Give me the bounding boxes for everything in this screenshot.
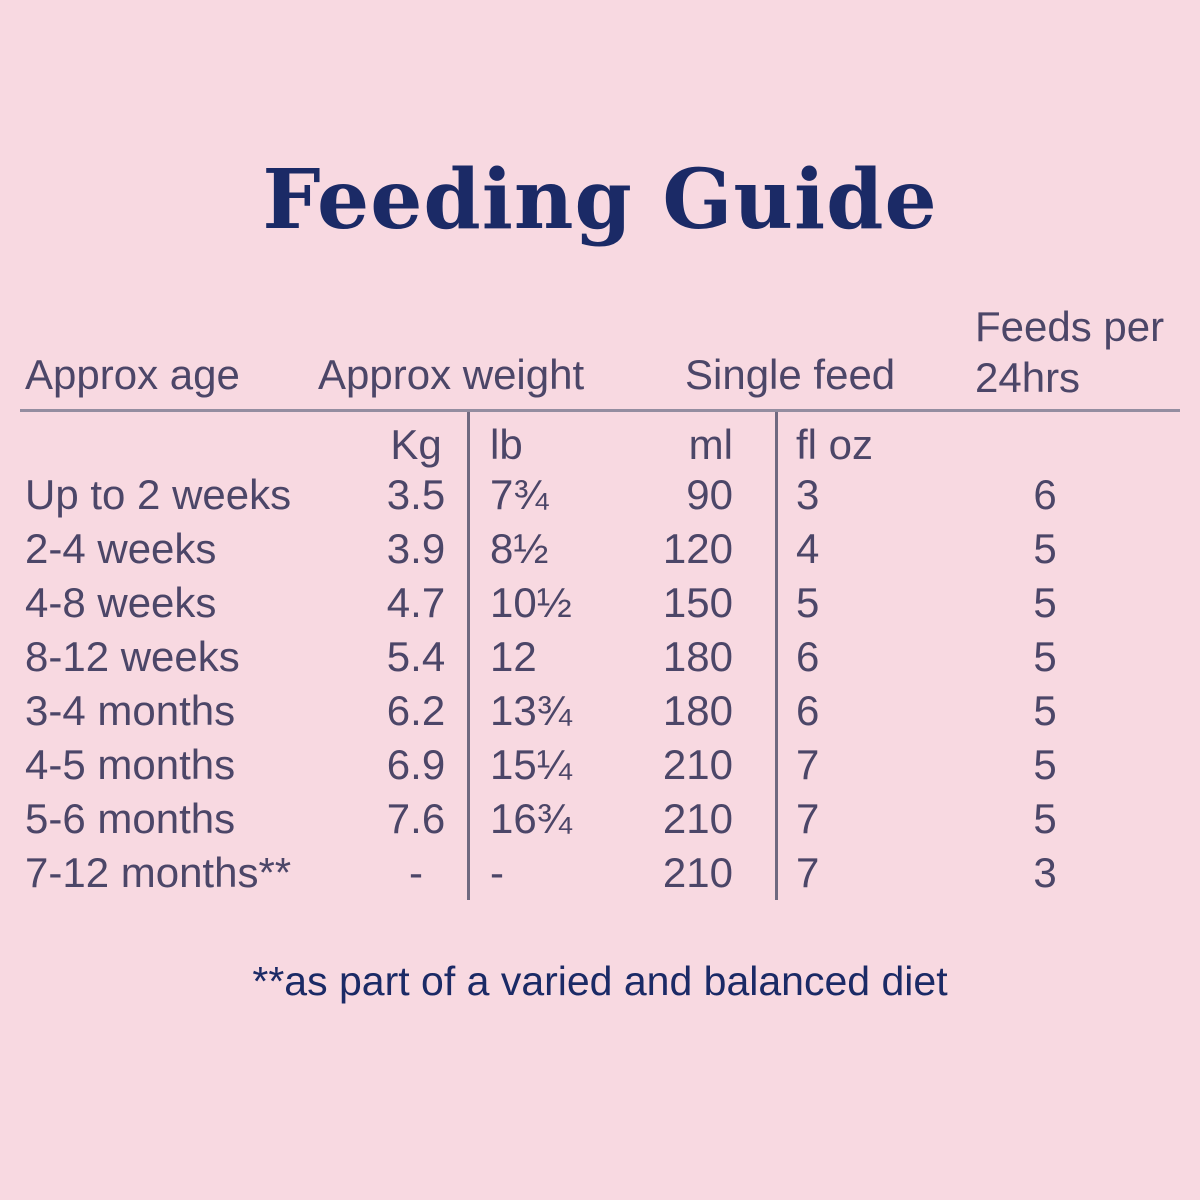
cell-lb: 7¾ [490,471,549,518]
cell-kg: 7.6 [365,792,470,846]
cell-feeds: 5 [1033,741,1057,788]
cell-age: 3-4 months [25,687,236,734]
cell-lb: 15¼ [490,741,572,788]
cell-floz: 7 [775,738,910,792]
cell-kg: 3.9 [365,522,470,576]
header-feeds-per-line2: 24hrs [975,354,1081,401]
header-approx-weight: Approx weight [318,351,585,398]
cell-floz: 4 [775,522,910,576]
cell-kg: 4.7 [365,576,470,630]
feeding-table: Approx age Approx weight Single feed Fee… [20,300,1180,900]
unit-lb-label: lb [490,421,523,468]
table-row: 5-6 months 7.6 16¾ 210 7 5 [20,792,1180,846]
cell-age: 4-8 weeks [25,579,217,626]
cell-age: 2-4 weeks [25,525,217,572]
cell-kg: - [365,846,470,900]
cell-lb: 12 [490,633,537,680]
cell-ml: 120 [662,525,733,572]
cell-age: 7-12 months** [25,849,292,896]
cell-feeds: 6 [1033,471,1057,518]
cell-age: 4-5 months [25,741,236,788]
cell-kg: 6.2 [365,684,470,738]
cell-ml: 210 [662,849,733,896]
unit-kg-label: Kg [365,412,470,478]
cell-floz: 3 [775,468,910,522]
cell-feeds: 5 [1033,579,1057,626]
cell-feeds: 5 [1033,795,1057,842]
header-approx-age: Approx age [25,351,240,398]
cell-feeds: 5 [1033,525,1057,572]
footnote: **as part of a varied and balanced diet [252,958,948,1004]
table-body: Up to 2 weeks 3.5 7¾ 90 3 6 2-4 weeks 3.9 8½ 120 4… [20,468,1180,900]
units-row: Kg lb ml fl oz [20,412,1180,478]
table-row: 2-4 weeks 3.9 8½ 120 4 5 [20,522,1180,576]
cell-lb: 8½ [490,525,549,572]
cell-lb: 16¾ [490,795,572,842]
cell-floz: 7 [775,846,910,900]
header-feeds-per-line1: Feeds per [975,303,1165,350]
cell-floz: 6 [775,630,910,684]
cell-feeds: 3 [1033,849,1057,896]
table-row: 3-4 months 6.2 13¾ 180 6 5 [20,684,1180,738]
cell-floz: 6 [775,684,910,738]
table-header-row: Approx age Approx weight Single feed Fee… [20,300,1180,412]
cell-lb: 10½ [490,579,572,626]
header-single-feed: Single feed [685,351,896,398]
header-feeds-per-24hrs: Feeds per 24hrs [975,301,1164,403]
cell-lb: 13¾ [490,687,572,734]
cell-lb: - [490,849,504,896]
cell-ml: 210 [662,795,733,842]
cell-age: 5-6 months [25,795,236,842]
cell-ml: 90 [686,471,733,518]
cell-ml: 180 [662,633,733,680]
unit-floz-label: fl oz [775,412,910,478]
table-row: Up to 2 weeks 3.5 7¾ 90 3 6 [20,468,1180,522]
cell-ml: 210 [662,741,733,788]
table-row: 4-8 weeks 4.7 10½ 150 5 5 [20,576,1180,630]
table-row: 7-12 months** - - 210 7 3 [20,846,1180,900]
cell-kg: 5.4 [365,630,470,684]
cell-floz: 7 [775,792,910,846]
cell-floz: 5 [775,576,910,630]
cell-age: Up to 2 weeks [25,471,292,518]
unit-ml-label: ml [688,421,733,468]
table-row: 8-12 weeks 5.4 12 180 6 5 [20,630,1180,684]
cell-feeds: 5 [1033,633,1057,680]
cell-feeds: 5 [1033,687,1057,734]
cell-age: 8-12 weeks [25,633,240,680]
cell-kg: 6.9 [365,738,470,792]
cell-ml: 180 [662,687,733,734]
cell-ml: 150 [662,579,733,626]
cell-kg: 3.5 [365,468,470,522]
table-row: 4-5 months 6.9 15¼ 210 7 5 [20,738,1180,792]
page-title: Feeding Guide [262,152,938,248]
